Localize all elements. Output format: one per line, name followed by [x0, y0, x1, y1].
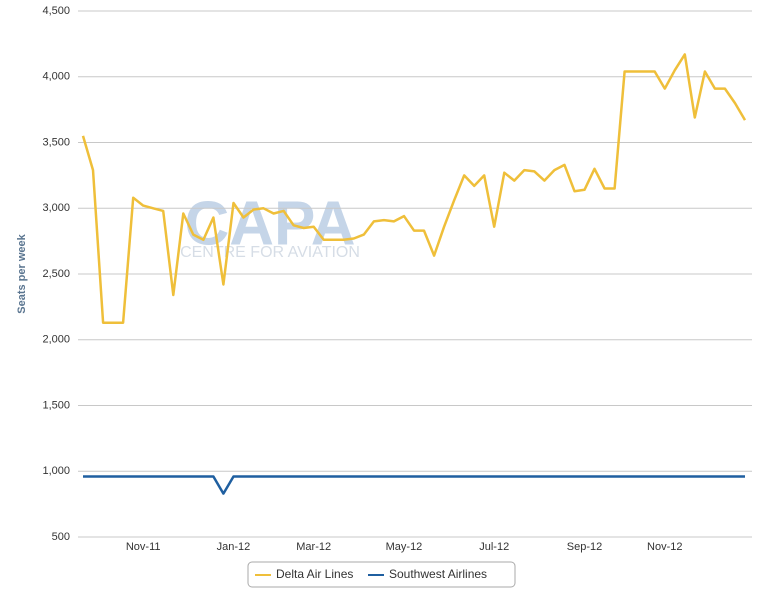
y-tick-label: 2,000 [42, 334, 70, 346]
watermark: CAPA [184, 189, 355, 258]
legend-label: Delta Air Lines [276, 567, 353, 581]
series-line [81, 53, 747, 324]
series-line [83, 475, 745, 495]
x-tick-label: May-12 [386, 541, 423, 553]
y-tick-label: 500 [52, 531, 70, 543]
watermark-subtitle: CENTRE FOR AVIATION [180, 244, 360, 261]
y-tick-label: 2,500 [42, 268, 70, 280]
legend-label: Southwest Airlines [389, 567, 487, 581]
y-tick-label: 3,000 [42, 202, 70, 214]
y-tick-label: 4,000 [42, 71, 70, 83]
y-axis-label: Seats per week [16, 233, 28, 313]
y-tick-label: 4,500 [42, 5, 70, 17]
x-tick-label: Nov-11 [126, 541, 161, 553]
x-tick-label: Sep-12 [567, 541, 602, 553]
x-tick-label: Jan-12 [217, 541, 251, 553]
x-tick-label: Jul-12 [479, 541, 509, 553]
y-tick-label: 1,000 [42, 465, 70, 477]
y-tick-label: 1,500 [42, 399, 70, 411]
y-tick-label: 3,500 [42, 136, 70, 148]
x-tick-label: Mar-12 [296, 541, 331, 553]
x-tick-label: Nov-12 [647, 541, 682, 553]
